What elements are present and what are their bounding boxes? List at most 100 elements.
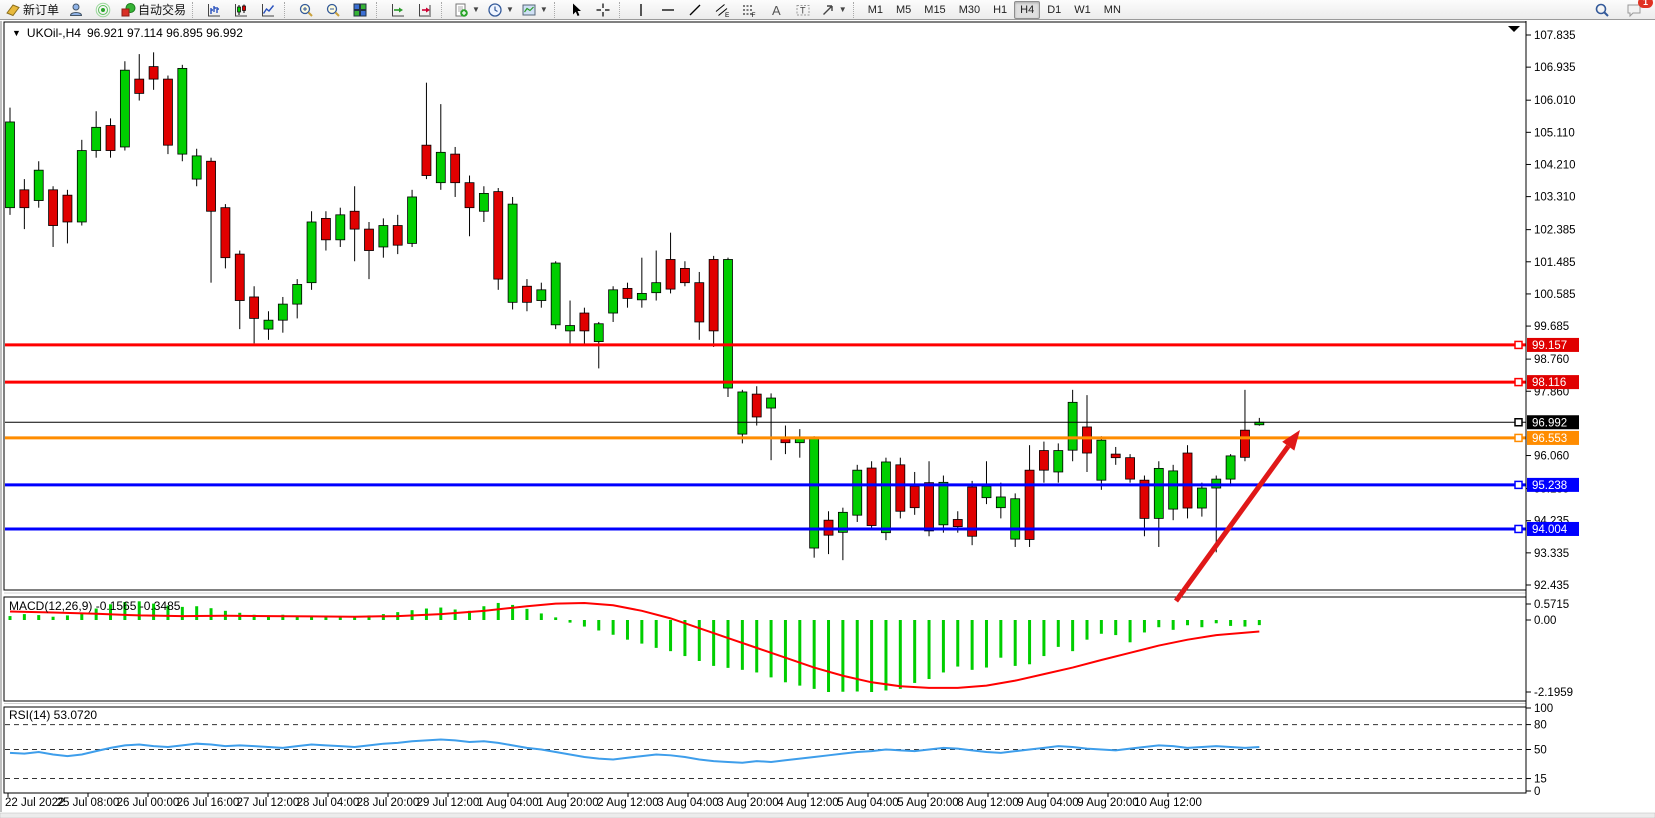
price-panel[interactable] <box>3 21 1527 591</box>
toolbar-separator <box>192 1 198 18</box>
candle-body <box>924 482 934 532</box>
line-chart-button[interactable] <box>255 0 281 20</box>
candle-body <box>1110 453 1121 459</box>
price-tick-label: 106.010 <box>1534 95 1576 107</box>
auto-trading-button[interactable]: 自动交易 <box>117 0 189 20</box>
fibonacci-button[interactable]: F <box>736 0 762 20</box>
candle-body <box>163 78 173 146</box>
timeframe-m15-button[interactable]: M15 <box>924 3 946 16</box>
candlestick-chart-button[interactable] <box>228 0 254 20</box>
macd-tick-label: 0.5715 <box>1534 599 1569 611</box>
candle-body <box>866 467 877 526</box>
candle-body <box>636 292 647 301</box>
price-line-anchor[interactable] <box>1514 524 1523 534</box>
timeframe-h1-button[interactable]: H1 <box>993 3 1008 16</box>
price-line-anchor[interactable] <box>1514 340 1523 350</box>
rsi-tick-label: 100 <box>1534 703 1553 715</box>
price-line-badge <box>1527 337 1579 352</box>
chevron-down-icon[interactable]: ▼ <box>505 5 514 14</box>
price-line-badge-text: 96.553 <box>1532 433 1567 445</box>
chart-shift-marker[interactable] <box>1508 26 1520 32</box>
candle-body <box>407 196 417 244</box>
broadcast-button[interactable] <box>90 0 116 20</box>
bar-chart-button[interactable] <box>201 0 227 20</box>
cursor-button[interactable] <box>563 0 589 20</box>
candle-body <box>579 312 590 332</box>
candle-body <box>5 121 15 209</box>
price-tick-label: 101.485 <box>1534 257 1576 269</box>
text-label-button[interactable]: T <box>790 0 816 20</box>
candle-body <box>450 153 461 184</box>
profile-button[interactable] <box>63 0 89 20</box>
candle-body <box>91 126 102 151</box>
price-line-anchor[interactable] <box>1514 418 1523 427</box>
time-axis-label: 9 Aug 04:00 <box>1017 797 1078 809</box>
time-axis-label: 5 Aug 20:00 <box>897 797 958 809</box>
price-tick-label: 98.760 <box>1534 354 1569 366</box>
price-line-anchor[interactable] <box>1514 480 1523 490</box>
timeframe-h4-button[interactable]: H4 <box>1014 0 1041 19</box>
candle-body <box>809 437 820 549</box>
notification-badge: 1 <box>1638 0 1653 8</box>
macd-signal-line <box>9 601 1260 689</box>
chart-shift-button[interactable] <box>412 0 438 20</box>
price-line-badge-text: 94.004 <box>1532 524 1568 536</box>
tile-windows-button[interactable] <box>347 0 373 20</box>
templates-button[interactable]: ▼ <box>518 0 551 20</box>
trendline-button[interactable] <box>682 0 708 20</box>
trend-arrow-head[interactable] <box>1282 430 1300 451</box>
channel-button[interactable]: E <box>709 0 735 20</box>
bar-chart-icon <box>208 3 221 16</box>
search-button[interactable] <box>1589 0 1615 20</box>
time-axis-label: 22 Jul 2022 <box>5 797 64 809</box>
candle-body <box>1153 467 1164 519</box>
zoom-out-button[interactable] <box>320 0 346 20</box>
candle-body <box>766 397 776 409</box>
notifications-button[interactable]: 1 <box>1621 0 1653 20</box>
horizontal-line-button[interactable] <box>655 0 681 20</box>
time-axis-label: 9 Aug 20:00 <box>1077 797 1138 809</box>
rsi-tick-label: 50 <box>1534 745 1547 757</box>
candle-body <box>76 150 87 223</box>
timeframe-m1-button[interactable]: M1 <box>867 3 883 16</box>
trendline-icon <box>689 4 701 15</box>
price-line-anchor[interactable] <box>1514 433 1523 443</box>
price-line-badge-text: 95.238 <box>1532 480 1567 492</box>
trend-arrow-line[interactable] <box>1173 444 1291 603</box>
hline-icon <box>661 8 674 11</box>
timeframe-m30-button[interactable]: M30 <box>958 3 981 16</box>
text-button[interactable]: A <box>763 0 789 20</box>
time-axis-label: 25 Jul 08:00 <box>57 797 120 809</box>
timeframe-mn-button[interactable]: MN <box>1103 3 1121 16</box>
zoom-in-button[interactable] <box>293 0 319 20</box>
chevron-down-icon[interactable]: ▼ <box>539 5 548 14</box>
shapes-button[interactable]: ▼ <box>817 0 850 20</box>
candle-body <box>191 155 202 180</box>
new-order-button[interactable]: 新订单 <box>2 0 62 20</box>
chevron-down-icon[interactable]: ▼ <box>12 28 21 38</box>
candle-body <box>292 284 303 305</box>
auto-scroll-button[interactable] <box>385 0 411 20</box>
timeframe-d1-button[interactable]: D1 <box>1047 3 1062 16</box>
candle-body <box>608 289 619 314</box>
periods-button[interactable]: ▼ <box>484 0 517 20</box>
svg-text:T: T <box>800 5 806 15</box>
cursor-icon <box>572 3 581 16</box>
indicators-button[interactable]: ▼ <box>450 0 483 20</box>
candle-body <box>909 485 920 509</box>
svg-text:A: A <box>772 3 781 18</box>
price-line-anchor[interactable] <box>1514 377 1523 387</box>
candle-body <box>349 210 360 230</box>
macd-panel[interactable] <box>3 596 1527 702</box>
autotrade-icon <box>121 2 136 16</box>
indicators-icon <box>455 3 468 17</box>
chevron-down-icon[interactable]: ▼ <box>838 5 847 14</box>
vertical-line-button[interactable] <box>628 0 654 20</box>
crosshair-button[interactable] <box>590 0 616 20</box>
vline-icon <box>640 3 642 16</box>
time-axis-label: 28 Jul 04:00 <box>297 797 360 809</box>
timeframe-m5-button[interactable]: M5 <box>896 3 912 16</box>
chevron-down-icon[interactable]: ▼ <box>472 5 480 14</box>
timeframe-w1-button[interactable]: W1 <box>1074 3 1091 16</box>
